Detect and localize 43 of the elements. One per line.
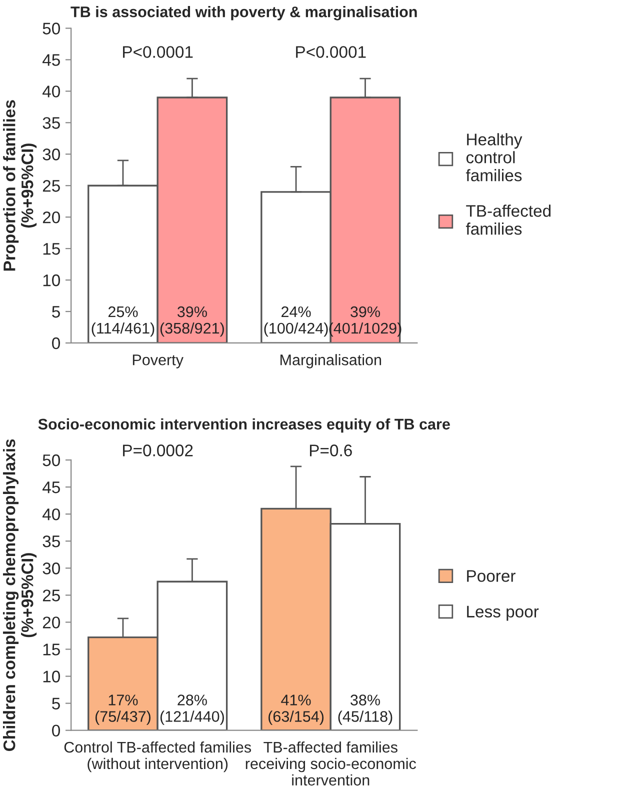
y-tick-label: 0 [52,337,60,350]
y-tick-label: 5 [52,698,60,710]
y-tick-label: 50 [42,22,60,34]
annotation: P<0.0001 [123,46,193,58]
data-label: 25% (114/461) [92,306,154,337]
text: P=0.0002 [123,444,193,456]
legend-label: Healthy control families [466,133,522,182]
y-tick-label: 40 [42,86,60,98]
y-tick-label: 35 [42,535,60,548]
y-tick-label: 20 [42,616,60,628]
y-tick-label: 25 [42,590,60,602]
y-tick-label: 30 [42,148,60,160]
text: P=0.6 [310,444,352,456]
data-label: 28% (121/440) [160,694,224,725]
y-tick-label: 40 [42,508,60,520]
annotation: P<0.0001 [296,46,366,58]
legend-label: Less poor [467,606,539,621]
y-tick-label: 50 [42,454,60,466]
y-tick-label: 25 [42,180,60,192]
x-tick-label: Poverty [132,354,184,368]
y-tick-label: 45 [42,54,60,66]
x-tick-label: Marginalisation [280,354,382,368]
chart-title: TB is associated with poverty & marginalisation [70,6,417,20]
y-tick-label: 20 [42,211,60,224]
legend-label: TB-affected families [466,204,551,235]
y-tick-label: 5 [52,306,60,318]
data-label: 41% (63/154) [268,694,324,725]
y-tick-label: 30 [42,562,60,574]
y-tick-label: 10 [43,670,60,682]
data-label: 24% (100/424) [264,306,328,337]
y-tick-label: 0 [52,724,60,737]
legend-label: Poorer [467,570,516,582]
y-tick-label: 10 [43,274,60,286]
data-label: 39% (358/921) [160,306,224,337]
y-axis-title: Children completing chemoprophylaxis (%+95%CI) [3,439,37,751]
chart-title: Socio-economic intervention increases equity of TB care [38,418,450,433]
data-label: 38% (45/118) [338,694,392,725]
y-axis-title: Proportion of families (%+95%CI) [3,100,37,271]
y-tick-label: 35 [42,117,60,129]
y-tick-label: 45 [42,482,60,494]
y-tick-label: 15 [43,243,60,255]
y-tick-label: 15 [43,644,60,656]
data-label: 17% (75/437) [95,694,150,725]
